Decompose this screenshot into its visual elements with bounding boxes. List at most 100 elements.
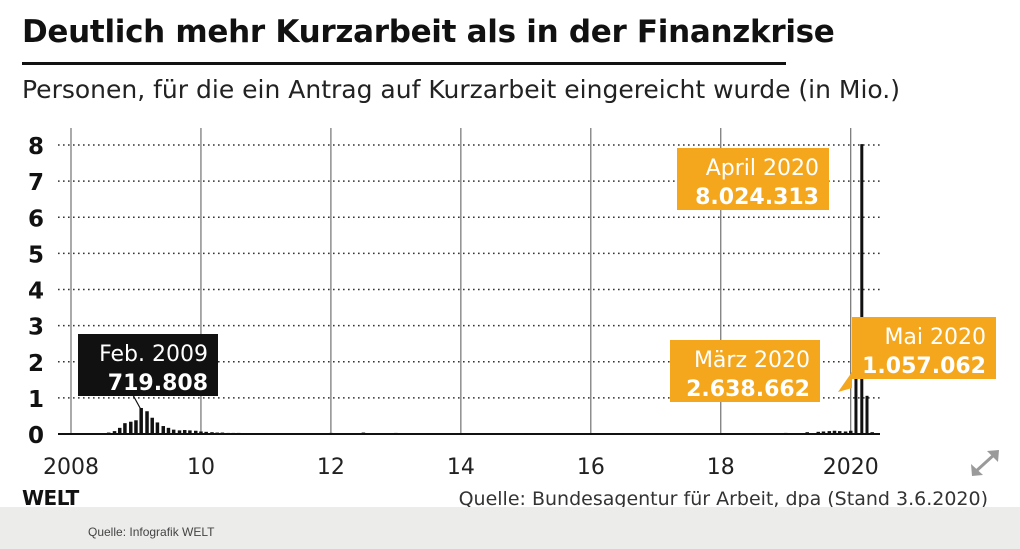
april-2020-callout-value: 8.024.313 — [695, 185, 819, 210]
y-tick-label: 2 — [28, 351, 44, 377]
bar — [199, 431, 203, 434]
bar — [849, 430, 853, 434]
bar — [215, 432, 219, 434]
bar — [843, 431, 848, 434]
y-tick-label: 3 — [28, 315, 44, 341]
source-note: Quelle: Bundesagentur für Arbeit, dpa (S… — [458, 488, 988, 510]
expand-icon[interactable] — [968, 448, 1002, 478]
maerz-2020-callout-value: 2.638.662 — [686, 377, 810, 402]
bar — [751, 433, 756, 435]
x-tick-label: 18 — [707, 455, 735, 480]
feb-2009-callout-label: Feb. 2009 — [99, 342, 208, 367]
mai-2020-pointer — [838, 372, 852, 392]
bar — [524, 433, 528, 435]
image-credit: Quelle: Infografik WELT — [88, 525, 215, 539]
bar — [621, 433, 626, 435]
y-tick-label: 6 — [28, 206, 44, 232]
chart-title: Deutlich mehr Kurzarbeit als in der Fina… — [22, 14, 835, 50]
feb-2009-callout-value: 719.808 — [108, 371, 208, 396]
bar — [816, 431, 821, 434]
bars — [101, 144, 874, 435]
bar — [426, 433, 431, 434]
x-tick-label: 12 — [317, 455, 345, 480]
bar — [827, 431, 832, 434]
bar — [832, 430, 837, 434]
bar — [188, 430, 192, 434]
bar — [177, 430, 182, 434]
bar — [296, 433, 301, 434]
bar — [361, 432, 366, 434]
bar — [182, 430, 187, 434]
x-axis: 2008 10 12 14 16 18 2020 — [43, 455, 879, 480]
bar — [112, 431, 117, 434]
bar — [117, 427, 122, 434]
bar — [837, 431, 842, 434]
bar — [784, 432, 788, 434]
bar — [226, 432, 230, 434]
bar — [210, 432, 214, 434]
x-tick-label: 2020 — [823, 455, 879, 480]
bar — [860, 144, 864, 434]
bar — [491, 433, 496, 434]
bar — [870, 432, 874, 434]
title-underline — [22, 62, 786, 65]
y-tick-label: 0 — [28, 423, 44, 449]
bar — [242, 433, 247, 434]
y-tick-label: 5 — [28, 242, 44, 268]
bar — [459, 433, 463, 434]
bar — [171, 429, 176, 434]
bar — [394, 432, 398, 434]
y-tick-label: 4 — [28, 279, 44, 305]
bar — [805, 432, 809, 434]
bar — [258, 433, 263, 434]
bar — [231, 432, 236, 434]
mai-2020-callout-box — [852, 317, 996, 379]
y-axis: 0 1 2 3 4 5 6 7 8 — [28, 134, 44, 449]
chart-subtitle: Personen, für die ein Antrag auf Kurzarb… — [22, 75, 900, 104]
april-2020-callout-box — [677, 148, 829, 210]
bar — [821, 431, 826, 434]
bar — [155, 422, 160, 434]
bar — [134, 420, 138, 434]
bar — [686, 433, 691, 435]
bar — [194, 430, 198, 434]
bar — [264, 433, 268, 434]
bar — [329, 432, 333, 434]
x-tick-label: 10 — [187, 455, 215, 480]
bar — [129, 421, 133, 434]
footer-bar: Quelle: Infografik WELT — [0, 507, 1020, 549]
bar — [145, 411, 149, 434]
bar — [865, 395, 869, 434]
bar — [247, 433, 252, 434]
mai-2020-callout-label: Mai 2020 — [884, 325, 986, 350]
bar — [236, 432, 241, 434]
bar — [139, 407, 143, 434]
bar — [123, 423, 127, 434]
bar — [204, 431, 208, 434]
x-tick-label: 14 — [447, 455, 475, 480]
bar — [719, 433, 723, 435]
bar — [556, 433, 561, 434]
y-tick-label: 8 — [28, 134, 44, 160]
feb-2009-callout-box — [78, 334, 218, 396]
bar — [253, 433, 257, 434]
maerz-2020-callout-box — [670, 340, 820, 402]
bar — [101, 433, 106, 434]
brand-logo: WELT — [22, 486, 79, 510]
x-tick-label: 16 — [577, 455, 605, 480]
bar — [106, 432, 111, 434]
bar — [654, 433, 658, 435]
x-tick-label: 2008 — [43, 455, 99, 480]
bar — [166, 427, 171, 434]
bar — [161, 426, 166, 434]
mai-2020-callout-value: 1.057.062 — [862, 354, 986, 379]
y-tick-label: 1 — [28, 387, 44, 413]
y-tick-label: 7 — [28, 170, 44, 196]
bar — [854, 338, 858, 434]
callouts: Feb. 2009 719.808 April 2020 8.024.313 März … — [78, 148, 996, 411]
bar — [589, 433, 593, 434]
bar — [150, 417, 154, 434]
april-2020-callout-label: April 2020 — [706, 156, 819, 181]
maerz-2020-callout-label: März 2020 — [694, 348, 810, 373]
